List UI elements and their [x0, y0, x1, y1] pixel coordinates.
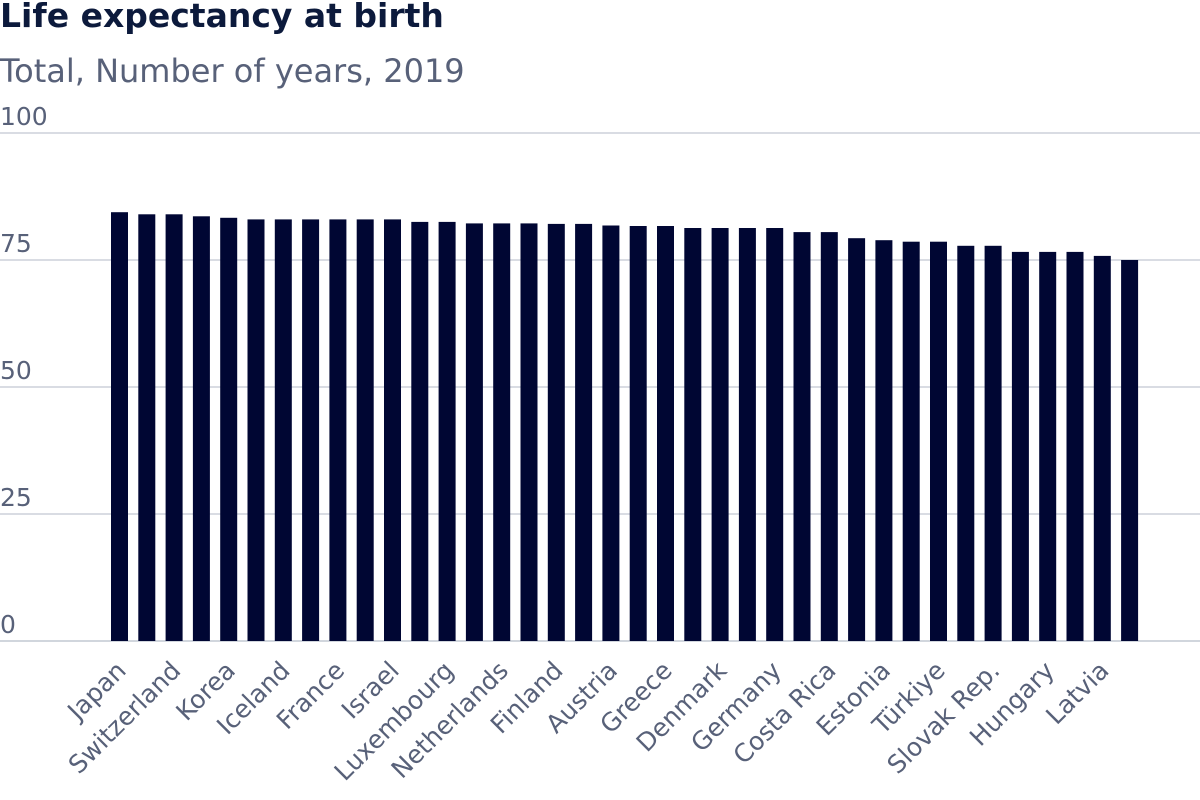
- bar: [356, 219, 374, 641]
- bar: [520, 223, 538, 641]
- bar: [602, 225, 620, 641]
- chart-subtitle: Total, Number of years, 2019: [0, 52, 465, 90]
- bar: [984, 245, 1002, 642]
- bar: [629, 226, 647, 641]
- bar: [1039, 251, 1057, 641]
- bar: [820, 232, 838, 641]
- bar: [438, 221, 456, 641]
- bar: [111, 212, 128, 641]
- bar: [465, 223, 483, 641]
- bar: [848, 238, 866, 641]
- bar: [411, 221, 429, 641]
- bar: [684, 228, 702, 641]
- bar: [957, 245, 975, 642]
- bar: [738, 228, 756, 641]
- bar: [875, 240, 893, 641]
- bar: [575, 223, 593, 641]
- x-tick-label: Latvia: [1040, 656, 1114, 730]
- y-tick-label: 75: [0, 229, 32, 258]
- bar: [192, 216, 210, 642]
- y-tick-label: 100: [0, 102, 48, 131]
- bar: [384, 219, 401, 641]
- y-tick-label: 50: [0, 356, 32, 385]
- bar: [165, 214, 183, 642]
- y-axis-ticks: 0 25 50 75 100: [0, 102, 48, 639]
- bar: [302, 219, 320, 641]
- bar: [1121, 260, 1139, 641]
- bar: [1093, 255, 1111, 641]
- x-axis-labels: JapanSwitzerlandKoreaIcelandFranceIsrael…: [61, 655, 1115, 786]
- bar: [766, 228, 784, 641]
- bar: [138, 214, 156, 642]
- chart-title: Life expectancy at birth: [0, 0, 444, 35]
- bar: [274, 219, 292, 641]
- bars: [111, 212, 1139, 642]
- bar: [493, 223, 511, 641]
- bar: [547, 223, 565, 641]
- bar: [247, 219, 265, 641]
- bar: [220, 217, 238, 642]
- bar: [711, 228, 729, 641]
- bar: [329, 219, 347, 641]
- y-tick-label: 25: [0, 483, 32, 512]
- bar: [902, 241, 920, 641]
- bar: [1066, 251, 1084, 641]
- bar: [1011, 251, 1029, 641]
- y-tick-label: 0: [0, 610, 16, 639]
- bar: [930, 241, 947, 641]
- bar: [793, 232, 811, 641]
- bar: [657, 226, 674, 641]
